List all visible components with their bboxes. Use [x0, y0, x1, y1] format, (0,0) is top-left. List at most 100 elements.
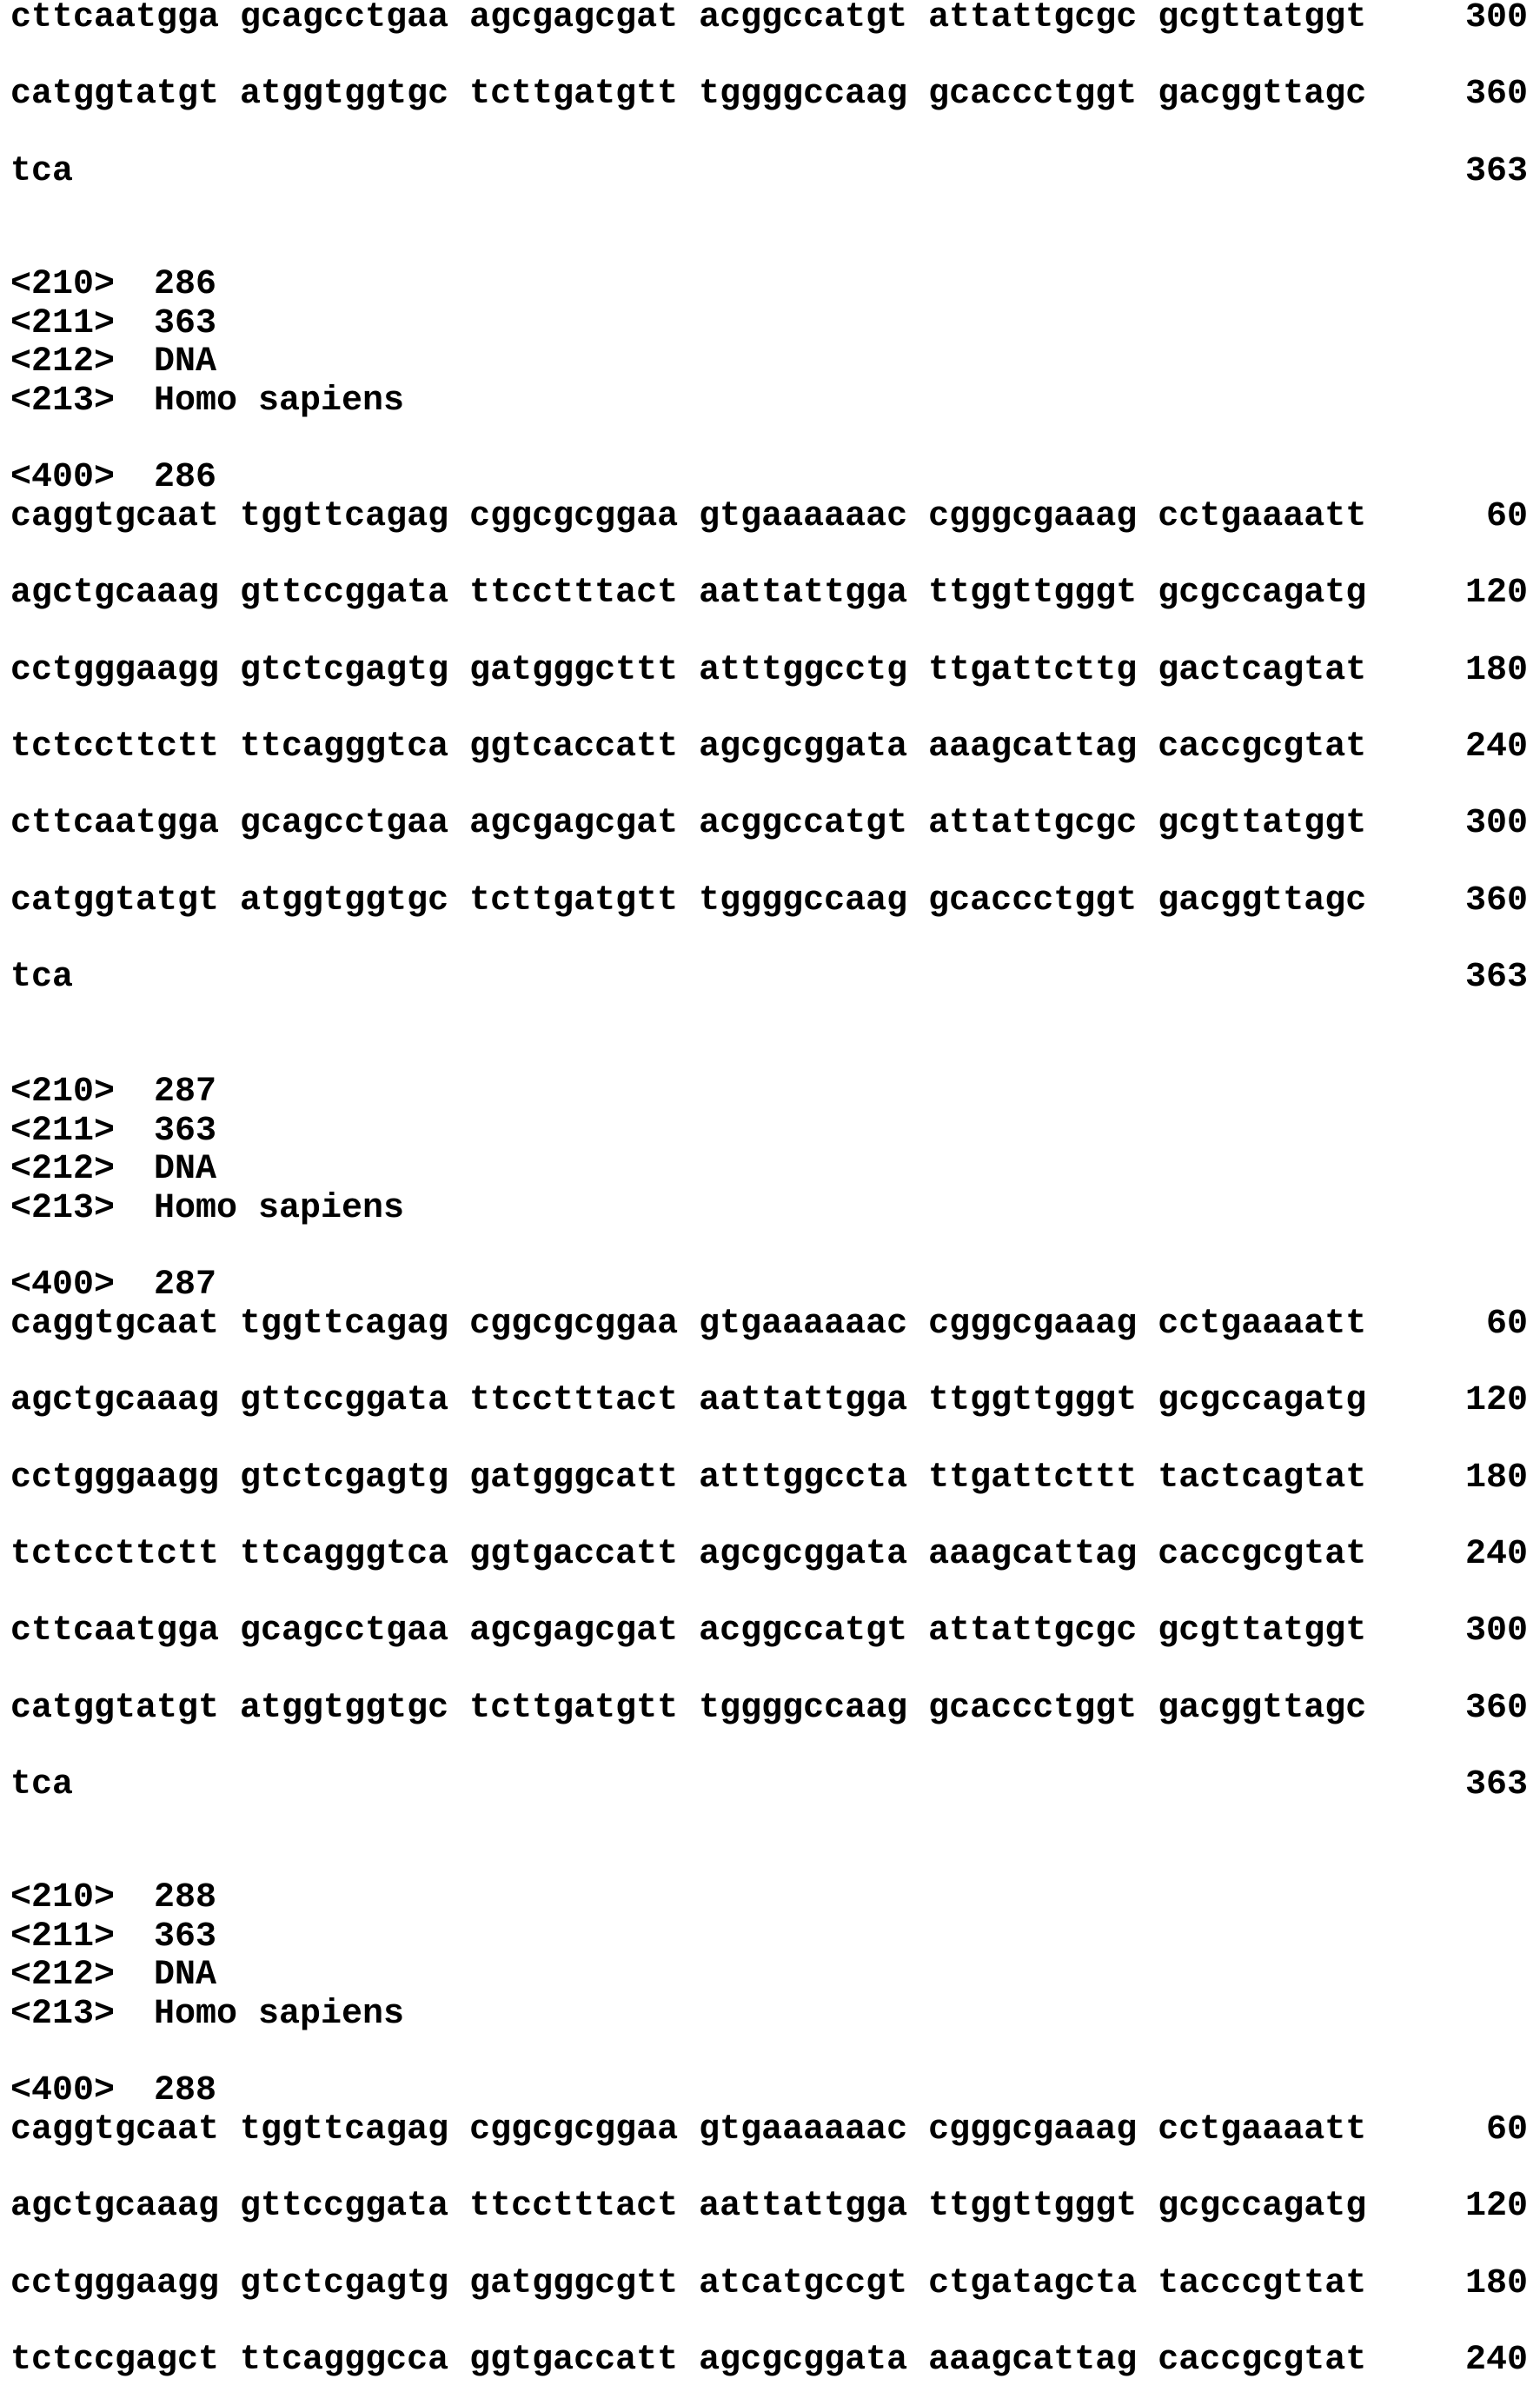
sequence-text: tctccgagct ttcagggcca ggtgaccatt agcgcgg… [10, 2342, 1366, 2380]
sequence-line: tca 363 [10, 959, 1528, 997]
sequence-text: caggtgcaat tggttcagag cggcgcggaa gtgaaaa… [10, 1306, 1366, 1344]
position-number: 60 [1486, 498, 1528, 536]
sequence-text: cctgggaagg gtctcgagtg gatgggcatt atttggc… [10, 1459, 1366, 1498]
field-tag: <211> [10, 1113, 115, 1151]
position-number: 300 [1465, 0, 1528, 37]
sequence-line: cctgggaagg gtctcgagtg gatgggcatt atttggc… [10, 1459, 1528, 1498]
field-line: <212> DNA [10, 1151, 1528, 1189]
sequence-line: tctccttctt ttcagggtca ggtgaccatt agcgcgg… [10, 1536, 1528, 1574]
position-number: 363 [1465, 959, 1528, 997]
field-value: DNA [154, 1957, 216, 1995]
sequence-text: tca [10, 153, 73, 191]
sequence-line: cttcaatgga gcagcctgaa agcgagcgat acggcca… [10, 1612, 1528, 1651]
sequence-line: tctccgagct ttcagggcca ggtgaccatt agcgcgg… [10, 2342, 1528, 2380]
field-tag: <400> [10, 459, 115, 497]
field-value: 363 [154, 305, 216, 343]
position-number: 240 [1465, 728, 1528, 767]
sequence-text: tctccttctt ttcagggtca ggtgaccatt agcgcgg… [10, 1536, 1366, 1574]
field-tag: <210> [10, 1879, 115, 1917]
field-line: <210> 288 [10, 1879, 1528, 1917]
sequence-text: tca [10, 959, 73, 997]
field-line: <213> Homo sapiens [10, 382, 1528, 421]
field-line: <211> 363 [10, 1918, 1528, 1957]
field-line: <210> 286 [10, 266, 1528, 304]
position-number: 300 [1465, 1612, 1528, 1651]
sequence-text: tctccttctt ttcagggtca ggtcaccatt agcgcgg… [10, 728, 1366, 767]
field-value: 363 [154, 1918, 216, 1957]
position-number: 240 [1465, 1536, 1528, 1574]
field-value: DNA [154, 1151, 216, 1189]
sequence-text: agctgcaaag gttccggata ttcctttact aattatt… [10, 2188, 1366, 2226]
sequence-text: agctgcaaag gttccggata ttcctttact aattatt… [10, 1382, 1366, 1420]
field-tag: <400> [10, 2072, 115, 2110]
sequence-line: tctccttctt ttcagggtca ggtcaccatt agcgcgg… [10, 728, 1528, 767]
sequence-line: catggtatgt atggtggtgc tcttgatgtt tggggcc… [10, 1690, 1528, 1728]
field-value: Homo sapiens [154, 1996, 404, 2034]
field-line: <213> Homo sapiens [10, 1190, 1528, 1228]
field-value: 286 [154, 459, 216, 497]
sequence-line: cctgggaagg gtctcgagtg gatgggcttt atttggc… [10, 652, 1528, 690]
sequence-line: cctgggaagg gtctcgagtg gatgggcgtt atcatgc… [10, 2265, 1528, 2303]
field-value: Homo sapiens [154, 382, 404, 421]
sequence-line: caggtgcaat tggttcagag cggcgcggaa gtgaaaa… [10, 498, 1528, 536]
position-number: 180 [1465, 1459, 1528, 1498]
position-number: 360 [1465, 882, 1528, 920]
field-tag: <212> [10, 343, 115, 382]
field-tag: <210> [10, 1073, 115, 1112]
sequence-text: cctgggaagg gtctcgagtg gatgggcttt atttggc… [10, 652, 1366, 690]
field-tag: <211> [10, 1918, 115, 1957]
sequence-line: agctgcaaag gttccggata ttcctttact aattatt… [10, 2188, 1528, 2226]
field-line: <211> 363 [10, 1113, 1528, 1151]
position-number: 360 [1465, 1690, 1528, 1728]
position-number: 180 [1465, 2265, 1528, 2303]
position-number: 60 [1486, 2111, 1528, 2149]
field-line: <211> 363 [10, 305, 1528, 343]
sequence-line: agctgcaaag gttccggata ttcctttact aattatt… [10, 1382, 1528, 1420]
sequence-line: catggtatgt atggtggtgc tcttgatgtt tggggcc… [10, 76, 1528, 114]
field-value: 288 [154, 1879, 216, 1917]
position-number: 240 [1465, 2342, 1528, 2380]
field-tag: <210> [10, 266, 115, 304]
sequence-header: <400> 288 [10, 2072, 1528, 2110]
position-number: 363 [1465, 153, 1528, 191]
field-tag: <212> [10, 1151, 115, 1189]
sequence-text: caggtgcaat tggttcagag cggcgcggaa gtgaaaa… [10, 2111, 1366, 2149]
sequence-text: cttcaatgga gcagcctgaa agcgagcgat acggcca… [10, 805, 1366, 843]
position-number: 120 [1465, 1382, 1528, 1420]
field-line: <212> DNA [10, 1957, 1528, 1995]
position-number: 363 [1465, 1766, 1528, 1804]
sequence-line: tca 363 [10, 153, 1528, 191]
sequence-header: <400> 286 [10, 459, 1528, 497]
sequence-text: catggtatgt atggtggtgc tcttgatgtt tggggcc… [10, 882, 1366, 920]
sequence-text: caggtgcaat tggttcagag cggcgcggaa gtgaaaa… [10, 498, 1366, 536]
position-number: 300 [1465, 805, 1528, 843]
position-number: 120 [1465, 2188, 1528, 2226]
field-line: <210> 287 [10, 1073, 1528, 1112]
sequence-line: caggtgcaat tggttcagag cggcgcggaa gtgaaaa… [10, 1306, 1528, 1344]
field-tag: <211> [10, 305, 115, 343]
field-value: 288 [154, 2072, 216, 2110]
field-line: <212>DNA [10, 343, 1528, 382]
position-number: 180 [1465, 652, 1528, 690]
sequence-line: cttcaatgga gcagcctgaa agcgagcgat acggcca… [10, 805, 1528, 843]
field-tag: <400> [10, 1266, 115, 1305]
sequence-line: catggtatgt atggtggtgc tcttgatgtt tggggcc… [10, 882, 1528, 920]
field-value: 287 [154, 1266, 216, 1305]
sequence-text: catggtatgt atggtggtgc tcttgatgtt tggggcc… [10, 1690, 1366, 1728]
field-value: Homo sapiens [154, 1190, 404, 1228]
sequence-text: catggtatgt atggtggtgc tcttgatgtt tggggcc… [10, 76, 1366, 114]
sequence-line: tca 363 [10, 1766, 1528, 1804]
field-tag: <212> [10, 1957, 115, 1995]
sequence-text: agctgcaaag gttccggata ttcctttact aattatt… [10, 575, 1366, 613]
field-value: 287 [154, 1073, 216, 1112]
field-value: 363 [154, 1113, 216, 1151]
field-value: 286 [154, 266, 216, 304]
field-line: <213>Homo sapiens [10, 1996, 1528, 2034]
sequence-line: caggtgcaat tggttcagag cggcgcggaa gtgaaaa… [10, 2111, 1528, 2149]
sequence-text: cttcaatgga gcagcctgaa agcgagcgat acggcca… [10, 0, 1366, 37]
field-tag: <213> [10, 382, 115, 421]
field-tag: <213> [10, 1190, 115, 1228]
sequence-text: tca [10, 1766, 73, 1804]
position-number: 60 [1486, 1306, 1528, 1344]
sequence-line: agctgcaaag gttccggata ttcctttact aattatt… [10, 575, 1528, 613]
